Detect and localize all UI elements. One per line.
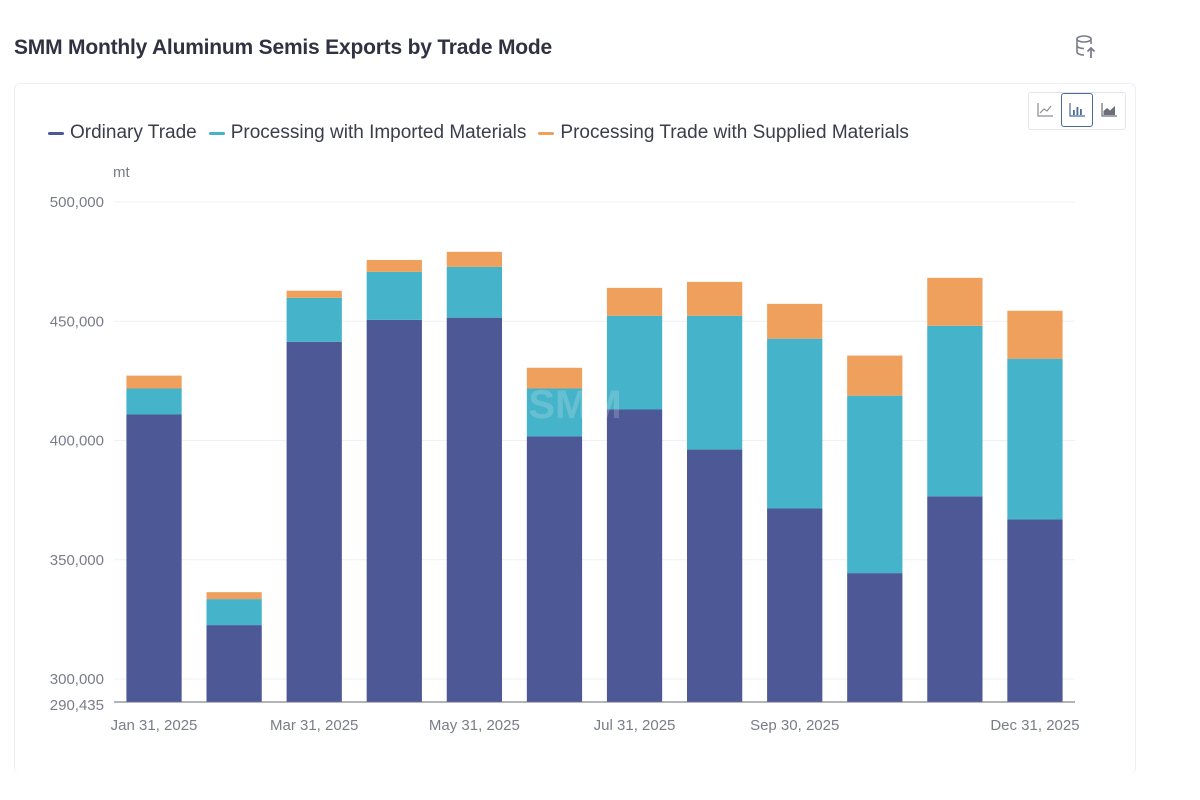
bar-segment-supplied (126, 375, 182, 389)
legend-label: Ordinary Trade (70, 122, 197, 143)
legend-swatch-supplied (538, 131, 555, 135)
bar-chart-icon (1069, 103, 1085, 117)
area-chart-icon (1101, 103, 1117, 117)
bar-segment-supplied (286, 290, 342, 298)
x-tick-label: Sep 30, 2025 (750, 717, 839, 734)
bar-segment-supplied (1007, 310, 1063, 359)
bar-segment-ordinary (286, 341, 342, 702)
bar-segment-supplied (446, 251, 503, 267)
line-chart-button[interactable] (1029, 93, 1061, 127)
bar-stack (206, 592, 262, 702)
bar-segment-ordinary (206, 625, 262, 702)
bar-segment-imported (847, 395, 903, 574)
bar-segment-supplied (686, 281, 743, 316)
watermark: SMM (528, 383, 621, 427)
bar-stack (366, 259, 422, 702)
legend-item-supplied-materials[interactable]: Processing Trade with Supplied Materials (538, 122, 909, 144)
database-export-icon (1076, 35, 1096, 58)
bar-segment-ordinary (847, 573, 903, 702)
x-axis-ticks: Jan 31, 2025 Mar 31, 2025 May 31, 2025 Jul … (111, 717, 1080, 734)
bar-segment-imported (927, 325, 983, 497)
bar-segment-ordinary (1007, 519, 1063, 702)
y-tick-label: 450,000 (50, 313, 104, 330)
bar-segment-imported (686, 315, 743, 450)
bar-segment-imported (446, 266, 503, 318)
bar-stack (446, 251, 503, 702)
bar-stack (606, 287, 663, 702)
chart-type-switch (1028, 92, 1126, 130)
bar-segment-ordinary (767, 508, 823, 702)
line-chart-icon (1037, 103, 1053, 117)
bar-segment-imported (606, 315, 663, 410)
bar-segment-imported (126, 388, 182, 415)
y-axis-ticks: 290,435 300,000 350,000 400,000 450,000 500,0… (50, 194, 104, 714)
legend-swatch-imported (208, 131, 225, 135)
bar-segment-supplied (366, 259, 422, 272)
bar-stack (286, 290, 342, 702)
bar-segment-ordinary (927, 496, 983, 702)
bar-segment-imported (206, 599, 262, 626)
y-tick-label: 500,000 (50, 194, 104, 211)
bar-segment-supplied (927, 277, 983, 326)
bar-segment-imported (526, 388, 583, 437)
bar-stack (927, 277, 983, 702)
chart-card (14, 83, 1136, 774)
chart-title: SMM Monthly Aluminum Semis Exports by Tr… (14, 36, 553, 59)
bar-segment-supplied (767, 303, 823, 339)
x-tick-label: May 31, 2025 (429, 717, 520, 734)
bar-stack (126, 375, 182, 702)
legend-item-ordinary-trade[interactable]: Ordinary Trade (48, 122, 197, 144)
bars (126, 251, 1063, 702)
x-tick-label: Jan 31, 2025 (111, 717, 198, 734)
bar-segment-ordinary (366, 319, 422, 702)
legend-item-imported-materials[interactable]: Processing with Imported Materials (208, 122, 527, 144)
bar-segment-supplied (206, 592, 262, 600)
bar-segment-supplied (606, 287, 663, 316)
legend-label: Processing with Imported Materials (230, 122, 527, 143)
bar-chart-button[interactable] (1061, 93, 1093, 127)
export-data-button[interactable] (1072, 32, 1102, 62)
y-tick-label: 400,000 (50, 433, 104, 450)
bar-segment-ordinary (686, 449, 743, 702)
bar-segment-imported (1007, 358, 1063, 520)
area-chart-button[interactable] (1093, 93, 1125, 127)
bar-stack (686, 281, 743, 702)
bar-segment-imported (366, 271, 422, 320)
bar-segment-imported (767, 338, 823, 509)
legend-swatch-ordinary (48, 131, 64, 135)
x-tick-label: Mar 31, 2025 (270, 717, 358, 734)
legend-label: Processing Trade with Supplied Materials (560, 122, 909, 143)
bar-stack (1007, 310, 1063, 702)
bar-segment-imported (286, 297, 342, 342)
y-axis-unit: mt (113, 164, 130, 181)
bar-stack (526, 367, 583, 702)
y-tick-label: 350,000 (50, 552, 104, 569)
y-tick-label: 300,000 (50, 671, 104, 688)
x-tick-label: Jul 31, 2025 (594, 717, 676, 734)
x-tick-label: Dec 31, 2025 (990, 717, 1079, 734)
bar-segment-ordinary (126, 414, 182, 702)
bar-stack (767, 303, 823, 702)
bar-segment-supplied (847, 355, 903, 396)
bar-segment-ordinary (606, 409, 663, 702)
bar-segment-ordinary (446, 317, 503, 702)
y-tick-label: 290,435 (50, 697, 104, 714)
bar-segment-supplied (526, 367, 583, 389)
bar-segment-ordinary (526, 436, 583, 702)
bar-stack (847, 355, 903, 702)
chart-legend: Ordinary Trade Processing with Imported … (48, 122, 909, 144)
grid-lines (114, 201, 1075, 703)
